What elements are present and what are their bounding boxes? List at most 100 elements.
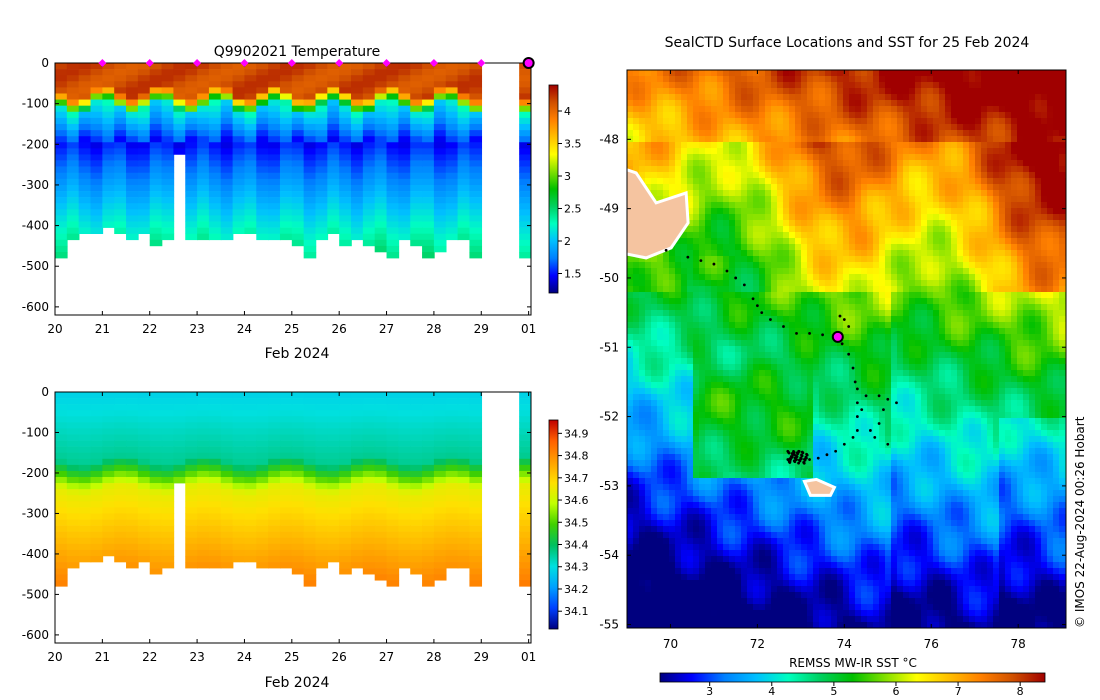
sst-cell xyxy=(681,598,688,605)
sst-cell xyxy=(777,526,784,533)
heatmap-cell xyxy=(374,105,388,113)
sst-cell xyxy=(753,262,760,269)
sst-cell xyxy=(747,106,754,113)
heatmap-cell xyxy=(90,458,104,466)
sst-cell xyxy=(735,280,742,287)
heatmap-cell xyxy=(268,111,281,119)
heatmap-cell xyxy=(114,513,127,520)
sst-cell xyxy=(627,526,634,533)
sst-cell xyxy=(669,544,676,551)
heatmap-cell xyxy=(469,197,483,204)
heatmap-cell xyxy=(55,81,68,88)
heatmap-cell xyxy=(457,519,471,526)
sst-cell xyxy=(639,592,646,599)
sst-cell xyxy=(627,160,634,167)
heatmap-cell xyxy=(291,562,305,569)
sst-cell xyxy=(741,520,748,527)
sst-cell xyxy=(753,604,760,611)
salinity-heatmap xyxy=(55,392,531,587)
heatmap-cell xyxy=(185,172,198,180)
sst-cell xyxy=(717,136,724,143)
sst-cell xyxy=(711,382,718,389)
sst-cell xyxy=(717,412,724,419)
sst-cell xyxy=(699,472,706,479)
sst-cell xyxy=(711,592,718,599)
sst-cell xyxy=(741,262,748,269)
heatmap-cell xyxy=(339,507,352,514)
sst-cell xyxy=(699,412,706,419)
sst-cell xyxy=(711,244,718,251)
sst-cell xyxy=(771,616,778,623)
sst-cell xyxy=(657,172,664,179)
sst-cell xyxy=(693,160,700,167)
sst-cell xyxy=(723,418,730,425)
sst-cell xyxy=(753,502,760,509)
sst-cell xyxy=(735,466,742,473)
heatmap-cell xyxy=(351,209,364,216)
sst-cell xyxy=(669,604,676,611)
sst-cell xyxy=(651,430,658,437)
heatmap-cell xyxy=(303,178,317,186)
heatmap-cell xyxy=(327,452,340,460)
sst-cell xyxy=(687,70,694,77)
heatmap-cell xyxy=(66,111,80,119)
heatmap-cell xyxy=(303,239,317,247)
sst-cell xyxy=(783,346,790,353)
sst-cell xyxy=(717,334,724,341)
heatmap-cell xyxy=(126,458,139,466)
heatmap-cell xyxy=(339,452,352,460)
sst-cell xyxy=(705,616,712,623)
sst-cell xyxy=(747,532,754,539)
heatmap-cell xyxy=(410,422,423,429)
heatmap-cell xyxy=(469,458,483,466)
sst-cell xyxy=(723,184,730,191)
heatmap-cell xyxy=(208,483,222,490)
heatmap-cell xyxy=(433,477,447,484)
heatmap-cell xyxy=(102,549,115,557)
heatmap-cell xyxy=(351,130,364,137)
sst-cell xyxy=(627,520,634,527)
sst-cell xyxy=(777,508,784,515)
sst-cell xyxy=(753,70,760,77)
sst-cell xyxy=(705,430,712,437)
sst-cell xyxy=(795,190,802,197)
heatmap-cell xyxy=(362,75,376,82)
heatmap-cell xyxy=(268,446,281,454)
sst-cell xyxy=(717,256,724,263)
heatmap-cell xyxy=(137,123,151,131)
heatmap-cell xyxy=(374,495,388,502)
heatmap-cell xyxy=(422,130,435,137)
heatmap-cell xyxy=(469,130,483,137)
sst-cell xyxy=(717,472,724,479)
heatmap-cell xyxy=(161,398,175,405)
heatmap-cell xyxy=(362,507,376,514)
sst-cell xyxy=(627,532,634,539)
sst-cell xyxy=(699,100,706,107)
heatmap-cell xyxy=(445,458,459,466)
sst-cell xyxy=(759,274,766,281)
sst-cell xyxy=(639,310,646,317)
sst-cell xyxy=(627,376,634,383)
heatmap-cell xyxy=(185,507,198,514)
sst-cell xyxy=(663,562,670,569)
sst-cell xyxy=(705,364,712,371)
sst-cell xyxy=(693,238,700,245)
sst-cell xyxy=(729,358,736,365)
sst-cell xyxy=(783,94,790,101)
sst-cell xyxy=(777,316,784,323)
sst-cell xyxy=(759,478,766,485)
sst-cell xyxy=(645,604,652,611)
sst-cell xyxy=(795,100,802,107)
sst-cell xyxy=(651,172,658,179)
heatmap-cell xyxy=(114,434,127,441)
sst-cell xyxy=(765,580,772,587)
sst-cell xyxy=(639,376,646,383)
heatmap-cell xyxy=(256,166,269,174)
sst-cell xyxy=(699,88,706,95)
heatmap-cell xyxy=(279,136,293,143)
sst-cell xyxy=(771,328,778,335)
x-tick-label: 01 xyxy=(521,650,536,664)
sst-cell xyxy=(753,616,760,623)
sst-cell xyxy=(753,118,760,125)
sst-cell xyxy=(711,166,718,173)
